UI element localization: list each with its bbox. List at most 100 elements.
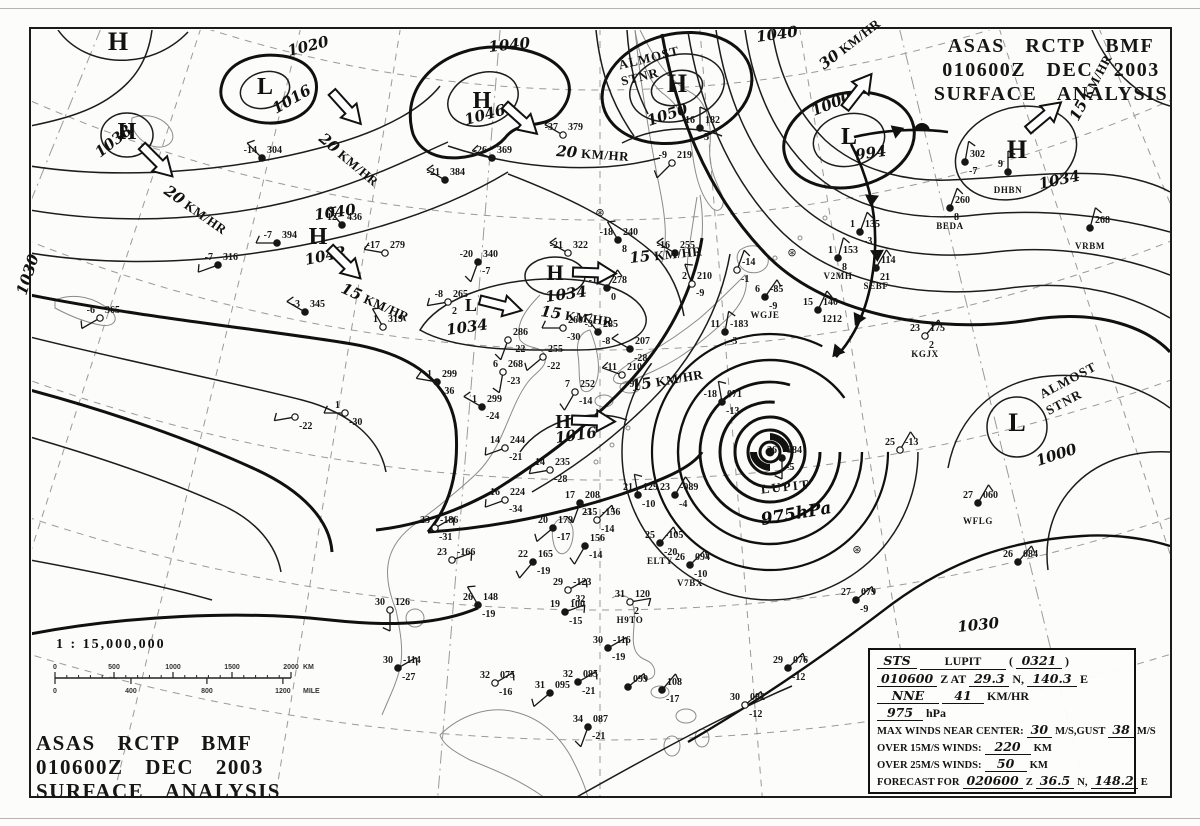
station-circle bbox=[921, 332, 929, 340]
station-temperature: 19 bbox=[550, 599, 560, 610]
wind-barb-feather bbox=[684, 263, 693, 266]
station-circle bbox=[559, 131, 567, 139]
low-center-letter: L bbox=[1008, 408, 1025, 437]
station-dewpoint: -20 bbox=[664, 547, 677, 558]
isobar bbox=[1091, 30, 1170, 107]
station-circle bbox=[433, 378, 441, 386]
wind-barb-shaft bbox=[663, 673, 676, 688]
storm-box-label: KM bbox=[1029, 760, 1048, 771]
wind-barb-feather bbox=[595, 671, 598, 680]
wind-barb-feather bbox=[728, 310, 736, 317]
station-temperature: 1 bbox=[828, 245, 833, 256]
station-temperature: 7 bbox=[565, 379, 570, 390]
meridian-line bbox=[32, 30, 101, 200]
station-plot: 207 -28 bbox=[611, 333, 650, 364]
storm-box-label: ) bbox=[1065, 654, 1069, 668]
station-circle bbox=[501, 444, 509, 452]
coastline bbox=[405, 608, 425, 628]
isobar bbox=[57, 30, 189, 61]
station-id: V2MH bbox=[824, 271, 853, 281]
station-plot: 23 -186 -31 bbox=[420, 515, 458, 543]
station-dewpoint: -28 bbox=[554, 474, 567, 485]
station-plot: -37 379 bbox=[544, 119, 583, 139]
station-dewpoint: -28 bbox=[634, 353, 647, 364]
scale-km-unit: KM bbox=[303, 664, 314, 671]
wind-barb-feather bbox=[634, 473, 643, 478]
station-circle bbox=[499, 368, 507, 376]
station-dewpoint: -9 bbox=[860, 604, 868, 615]
storm-box-handwritten-value: STS bbox=[877, 653, 917, 669]
station-circle bbox=[733, 266, 741, 274]
station-plot: 19 100 -15 bbox=[550, 599, 586, 627]
station-dewpoint: -19 bbox=[482, 609, 495, 620]
station-temperature: 29 bbox=[553, 577, 563, 588]
station-dewpoint: -8 bbox=[602, 336, 610, 347]
station-dewpoint: 2 bbox=[452, 306, 457, 317]
station-pressure: 279 bbox=[390, 240, 405, 251]
wind-barb-feather bbox=[541, 320, 546, 329]
coastline bbox=[593, 459, 599, 465]
scale-mile-tick-label: 0 bbox=[53, 688, 57, 695]
station-circle bbox=[549, 524, 557, 532]
wind-barb-shaft bbox=[838, 237, 845, 256]
storm-box-handwritten-value: 50 bbox=[984, 756, 1027, 772]
station-temperature: -9 bbox=[659, 150, 667, 161]
station-pressure: 299 bbox=[442, 369, 457, 380]
wind-barb-feather bbox=[616, 269, 623, 277]
station-dewpoint: -12 bbox=[792, 672, 805, 683]
storm-box-label: Z AT bbox=[940, 672, 967, 686]
scale-km-tick-label: 500 bbox=[108, 664, 120, 671]
station-temperature: 32 bbox=[563, 669, 573, 680]
station-circle bbox=[341, 409, 349, 417]
fronts bbox=[832, 123, 949, 358]
station-plot: 1 299 -36 bbox=[415, 369, 457, 397]
station-dewpoint: -9 bbox=[696, 288, 704, 299]
station-plot: 26 984 -5 bbox=[767, 445, 802, 480]
station-circle bbox=[546, 689, 554, 697]
station-dewpoint: -15 bbox=[584, 507, 597, 518]
station-circle bbox=[671, 491, 679, 499]
station-pressure: 244 bbox=[510, 435, 525, 446]
wind-barb-shaft bbox=[500, 342, 508, 360]
station-temperature: 1 bbox=[427, 369, 432, 380]
station-pressure: 071 bbox=[727, 389, 742, 400]
wind-barb-shaft bbox=[1090, 207, 1097, 226]
chart-id: ASAS RCTP BMF bbox=[947, 35, 1155, 57]
station-circle bbox=[696, 124, 704, 132]
storm-box-label: hPa bbox=[926, 706, 947, 720]
wind-barb-feather bbox=[524, 362, 528, 371]
wind-barb-feather bbox=[583, 604, 586, 613]
station-id: KGJX bbox=[911, 349, 938, 359]
wind-barb-shaft bbox=[964, 141, 970, 159]
chart-title-bottom-left: ASAS RCTP BMF 010600Z DEC 2003 SURFACE A… bbox=[36, 731, 356, 803]
wind-barb-shaft bbox=[661, 526, 674, 541]
station-plot: 26 084 bbox=[1003, 545, 1038, 566]
typhoon-ring bbox=[676, 358, 864, 546]
scan-edge-top bbox=[0, 8, 1200, 9]
station-circle bbox=[478, 403, 486, 411]
station-temperature: 15 bbox=[803, 297, 813, 308]
station-pressure: 060 bbox=[983, 490, 998, 501]
station-plot: 25 -13 bbox=[885, 431, 918, 454]
wind-barb-shaft bbox=[1019, 545, 1032, 560]
wind-barb-feather bbox=[426, 164, 434, 171]
storm-box-line: FORECAST FOR 020600 Z 36.5 N, 148.2 E bbox=[877, 773, 1148, 789]
storm-box-label: M/S bbox=[1136, 726, 1156, 737]
station-plot: 099 bbox=[624, 673, 648, 691]
isobar bbox=[32, 559, 213, 601]
wind-barb-feather bbox=[611, 333, 619, 340]
station-temperature: -6 bbox=[87, 305, 95, 316]
station-pressure: 120 bbox=[635, 589, 650, 600]
isobar bbox=[986, 396, 1048, 458]
station-dewpoint: -13 bbox=[726, 406, 739, 417]
weather-symbols: ⊛ ⊛ ⊛ bbox=[595, 206, 861, 556]
isobar bbox=[219, 53, 318, 125]
cold-front-line bbox=[835, 143, 877, 358]
station-temperature: 6 bbox=[755, 284, 760, 295]
wind-barb-shaft bbox=[544, 123, 561, 134]
station-dewpoint: -22 bbox=[547, 361, 560, 372]
storm-box-label: N, bbox=[1012, 672, 1024, 686]
station-plot: 6 268 -23 bbox=[492, 359, 523, 394]
wind-barb-shaft bbox=[573, 548, 584, 565]
